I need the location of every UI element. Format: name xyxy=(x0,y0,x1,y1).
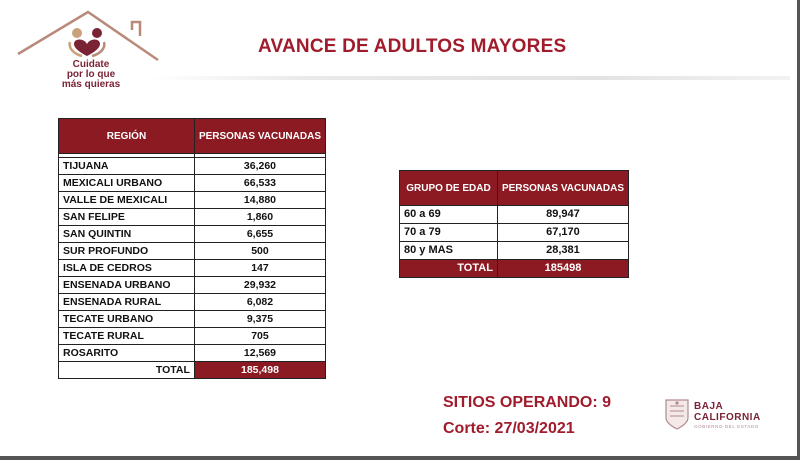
region-name: ROSARITO xyxy=(58,344,195,362)
age-group: 80 y MAS xyxy=(399,241,498,260)
region-name: MEXICALI URBANO xyxy=(58,174,195,192)
title-divider xyxy=(150,76,790,80)
age-table-header-row: GRUPO DE EDAD PERSONAS VACUNADAS xyxy=(399,170,630,206)
cutoff-date: Corte: 27/03/2021 xyxy=(443,420,575,437)
sites-operating: SITIOS OPERANDO: 9 xyxy=(443,394,612,411)
region-name: ENSENADA URBANO xyxy=(58,276,195,294)
vaccinated-header: PERSONAS VACUNADAS xyxy=(193,118,327,154)
region-value: 12,569 xyxy=(193,344,327,362)
region-value: 500 xyxy=(193,242,327,260)
table-row: SUR PROFUNDO 500 xyxy=(58,242,327,260)
bc-line-1: BAJA xyxy=(694,401,724,412)
region-header: REGIÓN xyxy=(58,118,195,154)
age-total-row: TOTAL 185498 xyxy=(399,259,630,278)
region-total-label: TOTAL xyxy=(58,361,195,379)
region-name: SAN FELIPE xyxy=(58,208,195,226)
region-value: 705 xyxy=(193,327,327,345)
region-name: TIJUANA xyxy=(58,157,195,175)
state-seal-icon xyxy=(665,399,689,430)
table-row: TIJUANA 36,260 xyxy=(58,157,327,175)
region-value: 36,260 xyxy=(193,157,327,175)
region-name: ENSENADA RURAL xyxy=(58,293,195,311)
region-value: 66,533 xyxy=(193,174,327,192)
logo-tagline: Cuidate por lo que más quieras xyxy=(58,60,124,90)
region-total-row: TOTAL 185,498 xyxy=(58,361,327,379)
region-value: 147 xyxy=(193,259,327,277)
age-group: 60 a 69 xyxy=(399,205,498,224)
table-row: SAN FELIPE 1,860 xyxy=(58,208,327,226)
age-total-label: TOTAL xyxy=(399,259,498,278)
table-row: 80 y MAS 28,381 xyxy=(399,241,630,260)
age-total-value: 185498 xyxy=(496,259,630,278)
age-vaccinated-header: PERSONAS VACUNADAS xyxy=(496,170,630,206)
table-row: ISLA DE CEDROS 147 xyxy=(58,259,327,277)
age-value: 89,947 xyxy=(496,205,630,224)
table-row: VALLE DE MEXICALI 14,880 xyxy=(58,191,327,209)
region-name: TECATE URBANO xyxy=(58,310,195,328)
region-value: 6,655 xyxy=(193,225,327,243)
table-row: ENSENADA RURAL 6,082 xyxy=(58,293,327,311)
age-group-table: GRUPO DE EDAD PERSONAS VACUNADAS 60 a 69… xyxy=(399,170,630,278)
region-name: ISLA DE CEDROS xyxy=(58,259,195,277)
region-value: 6,082 xyxy=(193,293,327,311)
region-name: TECATE RURAL xyxy=(58,327,195,345)
table-row: 60 a 69 89,947 xyxy=(399,205,630,224)
logo-line-3: más quieras xyxy=(61,79,121,90)
region-value: 14,880 xyxy=(193,191,327,209)
logo-line-1: Cuidate xyxy=(72,59,110,70)
cuidate-logo: Cuidate por lo que más quieras xyxy=(14,8,160,100)
age-value: 67,170 xyxy=(496,223,630,242)
region-table-header-row: REGIÓN PERSONAS VACUNADAS xyxy=(58,118,327,154)
logo-line-2: por lo que xyxy=(66,69,116,80)
bc-subtitle: GOBIERNO DEL ESTADO xyxy=(694,424,759,429)
frame-right-border xyxy=(797,0,800,460)
table-row: TECATE RURAL 705 xyxy=(58,327,327,345)
age-group-header: GRUPO DE EDAD xyxy=(399,170,498,206)
region-value: 1,860 xyxy=(193,208,327,226)
baja-california-logo: BAJA CALIFORNIA GOBIERNO DEL ESTADO xyxy=(664,396,774,436)
age-value: 28,381 xyxy=(496,241,630,260)
bc-line-2: CALIFORNIA xyxy=(694,412,761,423)
table-row: ENSENADA URBANO 29,932 xyxy=(58,276,327,294)
age-group: 70 a 79 xyxy=(399,223,498,242)
table-row: TECATE URBANO 9,375 xyxy=(58,310,327,328)
table-row: MEXICALI URBANO 66,533 xyxy=(58,174,327,192)
table-row: ROSARITO 12,569 xyxy=(58,344,327,362)
region-vaccination-table: REGIÓN PERSONAS VACUNADAS TIJUANA 36,260 … xyxy=(58,118,327,379)
region-name: VALLE DE MEXICALI xyxy=(58,191,195,209)
region-value: 29,932 xyxy=(193,276,327,294)
house-heart-icon xyxy=(17,10,159,62)
frame-bottom-border xyxy=(0,456,800,460)
region-total-value: 185,498 xyxy=(193,361,327,379)
table-row: SAN QUINTIN 6,655 xyxy=(58,225,327,243)
page-title: AVANCE DE ADULTOS MAYORES xyxy=(258,36,567,57)
region-name: SAN QUINTIN xyxy=(58,225,195,243)
table-row: 70 a 79 67,170 xyxy=(399,223,630,242)
bc-name: BAJA CALIFORNIA xyxy=(694,401,761,423)
region-name: SUR PROFUNDO xyxy=(58,242,195,260)
region-value: 9,375 xyxy=(193,310,327,328)
